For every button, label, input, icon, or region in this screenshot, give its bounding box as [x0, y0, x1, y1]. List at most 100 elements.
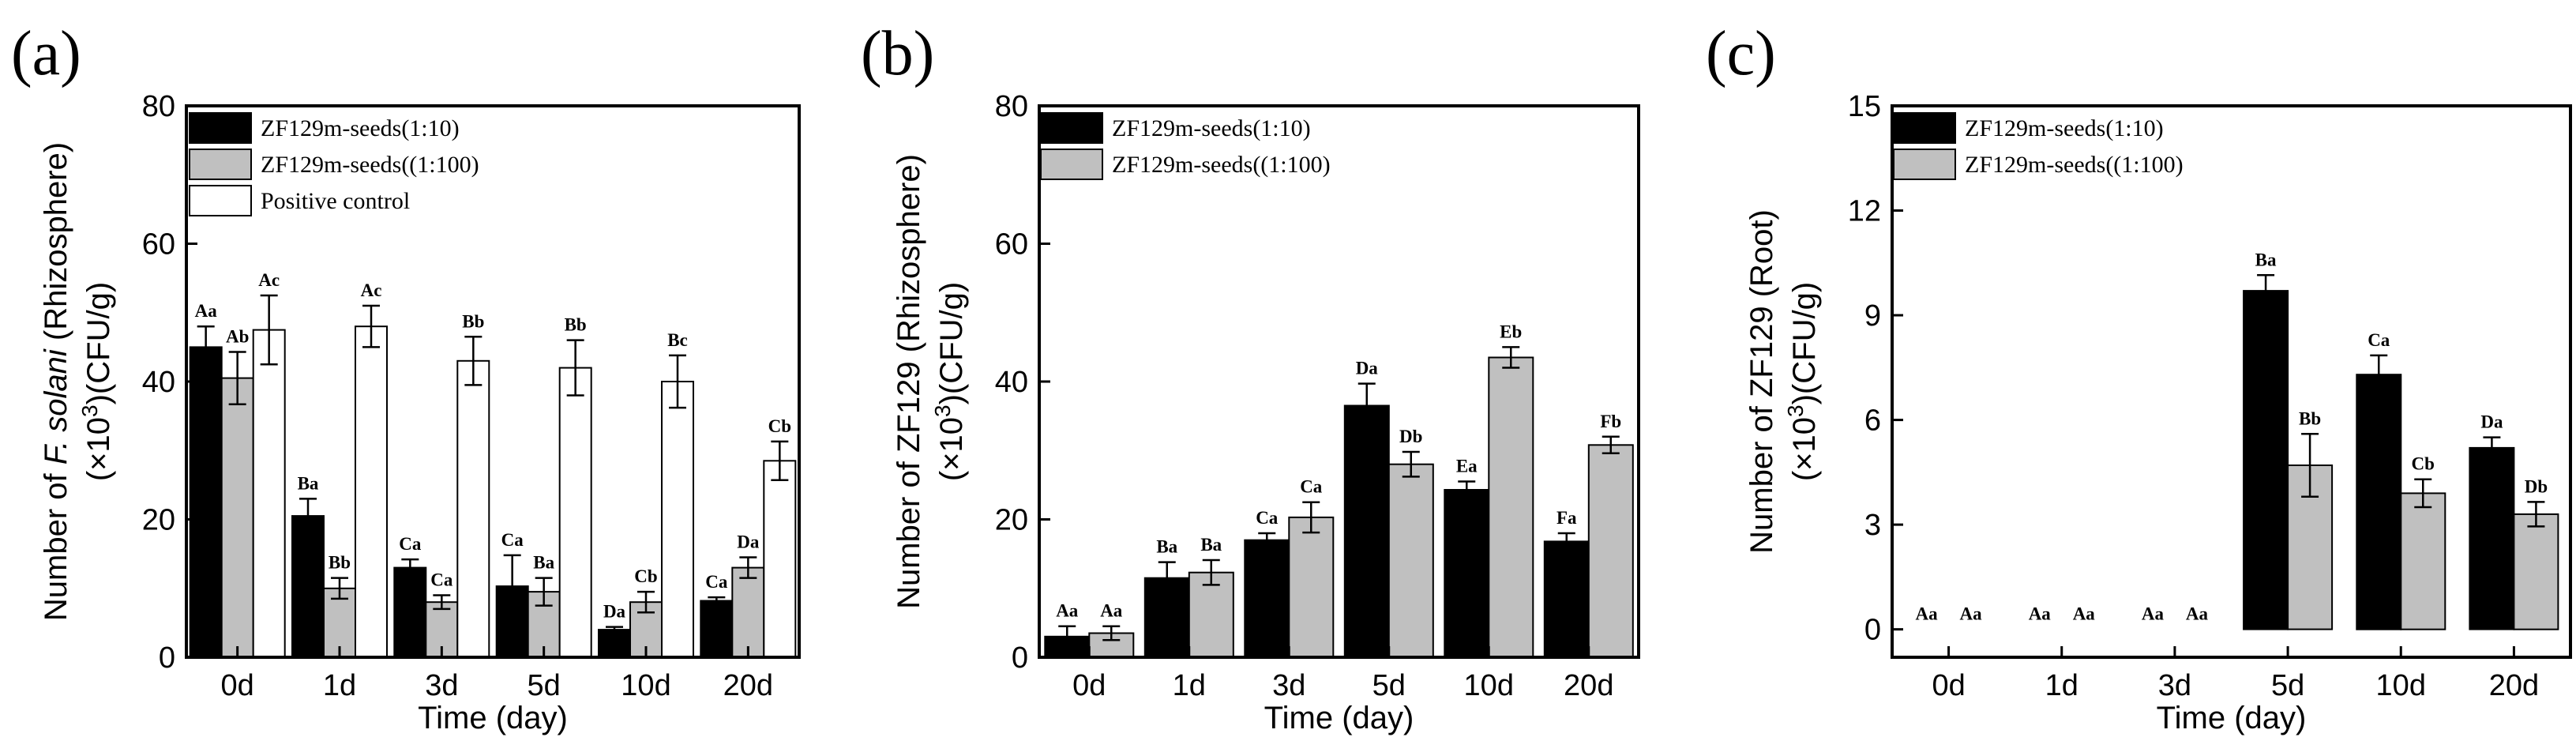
- bar: [1188, 571, 1234, 659]
- significance-label: Aa: [1100, 601, 1123, 621]
- bar: [700, 600, 734, 658]
- significance-label: Bb: [565, 315, 587, 335]
- y-tick-label: 3: [1864, 509, 1881, 542]
- y-tick-label: 60: [995, 228, 1028, 261]
- legend-label: ZF129m-seeds(1:10): [261, 115, 460, 141]
- x-tick-label: 0d: [1072, 669, 1106, 702]
- y-tick-label: 12: [1848, 195, 1881, 228]
- legend-label: ZF129m-seeds((1:100): [1965, 152, 2184, 178]
- y-tick-label: 15: [1848, 90, 1881, 123]
- x-tick-label: 3d: [425, 669, 458, 702]
- x-axis-title: Time (day): [2157, 701, 2307, 735]
- panel-label: (c): [1706, 19, 1776, 88]
- significance-label: Ba: [2255, 250, 2277, 269]
- x-tick-label: 3d: [2158, 669, 2191, 702]
- significance-label: Ab: [226, 326, 249, 346]
- significance-label: Ba: [533, 553, 554, 573]
- bar: [1288, 516, 1335, 659]
- legend-swatch: [1893, 112, 1956, 144]
- significance-label: Bb: [462, 311, 484, 331]
- significance-label: Ca: [399, 534, 422, 554]
- legend-label: ZF129m-seeds((1:100): [1112, 152, 1331, 178]
- chart-panel-2: (b) Aa Ba Ca Da Ea Fa Aa Ba Ca Db Eb Fb 0 20 40 60 80 0d 1d…: [861, 19, 1640, 735]
- x-tick-label: 1d: [323, 669, 356, 702]
- bar: [2469, 446, 2515, 630]
- bar: [731, 566, 765, 658]
- bar: [1543, 540, 1590, 659]
- y-tick-label: 40: [142, 366, 175, 399]
- significance-label: Ca: [1300, 477, 1323, 497]
- significance-label: Da: [2480, 412, 2503, 432]
- y-tick-label: 40: [995, 366, 1028, 399]
- x-tick-label: 1d: [2045, 669, 2078, 702]
- significance-label: Ca: [1256, 508, 1279, 528]
- y-tick-label: 0: [1864, 614, 1881, 647]
- x-tick-label: 20d: [2489, 669, 2539, 702]
- bar: [291, 515, 325, 658]
- significance-label: Cb: [634, 566, 657, 586]
- y-axis-title: Number of F. solani (Rhizosphere): [39, 142, 73, 621]
- bar: [1343, 404, 1390, 658]
- y-axis-title: Number of ZF129 (Root): [1744, 209, 1779, 554]
- bar: [220, 377, 254, 658]
- significance-label: Ca: [430, 570, 453, 589]
- panel-label: (a): [11, 19, 81, 88]
- chart-panel-3: (c) Aa Aa Aa Ba Ca Da Aa Aa Aa Bb Cb Db 0 3 6 9 12 15 0d 1d 3…: [1706, 19, 2572, 735]
- bar: [1587, 444, 1634, 658]
- legend-label: Positive control: [261, 188, 410, 214]
- bar: [252, 329, 286, 658]
- significance-label: Aa: [2186, 604, 2209, 624]
- plot-frame: [1891, 104, 2572, 659]
- significance-label: Db: [2525, 476, 2548, 496]
- significance-label: Ac: [361, 280, 382, 300]
- significance-label: Db: [1399, 427, 1422, 446]
- x-tick-label: 0d: [1932, 669, 1965, 702]
- significance-label: Ea: [1456, 457, 1478, 476]
- significance-label: Ba: [1200, 535, 1222, 555]
- y-tick-label: 60: [142, 228, 175, 261]
- bar: [763, 460, 797, 658]
- chart-panels: (a) Aa Ba Ca Ca Da Ca Ab Bb Ca Ba Cb Da Ac Ac Bb Bb Bc Cb 0…: [11, 19, 2572, 735]
- significance-label: Cb: [2412, 454, 2435, 474]
- x-tick-label: 5d: [2271, 669, 2304, 702]
- significance-label: Ba: [298, 473, 319, 493]
- significance-label: Fa: [1556, 508, 1577, 528]
- bar: [598, 629, 631, 658]
- x-tick-label: 20d: [1564, 669, 1613, 702]
- significance-label: Da: [603, 602, 626, 622]
- bar: [355, 325, 388, 658]
- x-axis-title: Time (day): [1264, 701, 1414, 735]
- bar: [2400, 492, 2446, 630]
- legend-swatch: [1040, 112, 1103, 144]
- x-tick-label: 5d: [528, 669, 561, 702]
- bar: [1388, 463, 1434, 659]
- bar: [1244, 539, 1290, 659]
- legend-swatch: [189, 112, 252, 144]
- y-axis-unit: (×103)(CFU/g): [930, 282, 970, 481]
- legend-swatch: [189, 185, 252, 216]
- panel-label: (b): [861, 19, 934, 88]
- significance-label: Ca: [2368, 330, 2390, 350]
- significance-label: Ca: [705, 572, 728, 592]
- bar: [1488, 356, 1534, 658]
- bar: [189, 346, 223, 658]
- x-tick-label: 20d: [723, 669, 773, 702]
- y-axis-title: Number of ZF129 (Rhizosphere): [892, 154, 926, 609]
- significance-label: Ca: [501, 530, 524, 550]
- y-tick-label: 6: [1864, 404, 1881, 438]
- x-tick-label: 3d: [1272, 669, 1305, 702]
- bar: [661, 381, 694, 658]
- legend-swatch: [189, 149, 252, 180]
- legend-swatch: [1040, 149, 1103, 180]
- y-tick-label: 0: [159, 641, 175, 675]
- x-tick-label: 10d: [1464, 669, 1514, 702]
- significance-label: Aa: [195, 301, 218, 321]
- legend-swatch: [1893, 149, 1956, 180]
- y-tick-label: 9: [1864, 299, 1881, 333]
- y-tick-label: 20: [995, 504, 1028, 537]
- significance-label: Aa: [1960, 604, 1983, 624]
- significance-label: Ac: [258, 270, 280, 290]
- x-tick-label: 1d: [1173, 669, 1206, 702]
- significance-label: Bb: [329, 553, 351, 573]
